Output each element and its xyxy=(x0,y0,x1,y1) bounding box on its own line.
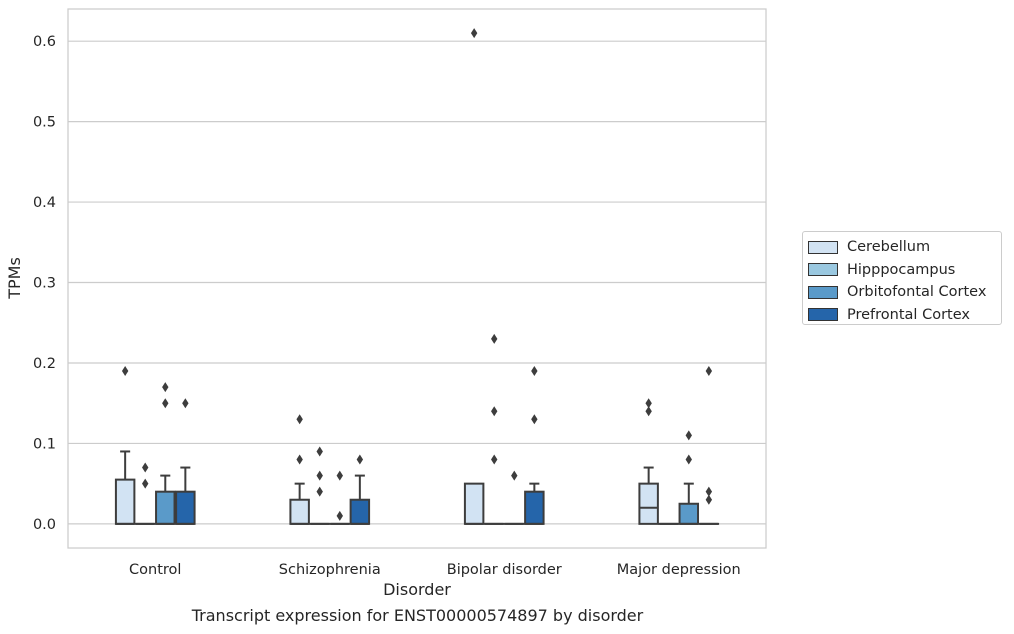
box xyxy=(175,490,196,525)
legend-swatch xyxy=(808,285,838,299)
box xyxy=(349,498,371,525)
outlier-point xyxy=(491,333,498,344)
y-axis-ticks: 0.0 0.1 0.2 0.3 0.4 0.5 0.6 xyxy=(33,34,56,533)
legend-label: Hipppocampus xyxy=(847,261,956,278)
outlier-point xyxy=(645,406,652,417)
outlier-point xyxy=(705,366,713,377)
outlier-points xyxy=(121,28,713,521)
x-tick-label: Control xyxy=(129,562,181,578)
box-series xyxy=(114,450,720,525)
outlier-point xyxy=(491,406,498,417)
x-tick-label: Schizophrenia xyxy=(279,562,381,578)
outlier-point xyxy=(162,398,169,409)
box-cerebellum xyxy=(114,450,136,525)
outlier-point xyxy=(182,398,189,409)
box xyxy=(524,490,545,525)
outlier-point xyxy=(142,462,149,473)
box-cerebellum xyxy=(638,466,659,525)
outlier-point xyxy=(316,470,323,481)
box xyxy=(289,498,310,525)
outlier-point xyxy=(705,494,713,505)
outlier-point xyxy=(162,382,169,393)
outlier-point xyxy=(645,398,652,409)
legend-label: Cerebellum xyxy=(847,239,931,256)
x-tick-label: Major depression xyxy=(617,562,741,578)
box-orbitofontal-cortex xyxy=(678,482,700,525)
outlier-point xyxy=(685,454,692,465)
outlier-point xyxy=(316,486,323,497)
outlier-point xyxy=(121,366,129,377)
legend-label: Orbitofontal Cortex xyxy=(847,284,987,301)
y-tick-label: 0.1 xyxy=(33,436,56,452)
legend-swatch xyxy=(808,240,838,254)
outlier-point xyxy=(356,454,364,465)
legend-item: Orbitofontal Cortex xyxy=(808,281,1001,304)
legend-item: Hipppocampus xyxy=(808,259,1001,282)
outlier-point xyxy=(685,430,692,441)
outlier-point xyxy=(336,510,343,521)
legend-item: Cerebellum xyxy=(808,236,1001,259)
legend-swatch xyxy=(808,308,838,322)
box-cerebellum xyxy=(289,482,310,525)
box xyxy=(114,478,136,525)
outlier-point xyxy=(336,470,343,481)
y-tick-label: 0.5 xyxy=(33,115,56,131)
legend-label: Prefrontal Cortex xyxy=(847,306,970,323)
y-tick-label: 0.2 xyxy=(33,356,56,372)
box xyxy=(678,502,700,525)
y-tick-label: 0.6 xyxy=(33,34,56,50)
box xyxy=(155,490,176,525)
outlier-point xyxy=(470,28,478,39)
outlier-point xyxy=(142,478,149,489)
box-prefrontal-cortex xyxy=(524,482,545,525)
box xyxy=(638,482,659,525)
box-prefrontal-cortex xyxy=(175,466,196,525)
x-axis-label: Disorder xyxy=(383,580,451,599)
outlier-point xyxy=(531,414,538,425)
outlier-point xyxy=(705,486,713,497)
outlier-point xyxy=(511,470,518,481)
plot-area-frame xyxy=(67,8,767,549)
box-orbitofontal-cortex xyxy=(155,474,176,525)
gridlines xyxy=(68,40,766,525)
figure-caption: Transcript expression for ENST0000057489… xyxy=(191,606,644,625)
legend: Cerebellum Hipppocampus Orbitofontal Corte… xyxy=(802,231,1002,325)
box xyxy=(463,482,485,525)
y-axis-label: TPMs xyxy=(5,257,24,300)
legend-item: Prefrontal Cortex xyxy=(808,304,1001,327)
legend-swatch xyxy=(808,263,838,277)
outlier-point xyxy=(316,446,323,457)
y-tick-label: 0.3 xyxy=(33,276,56,292)
x-tick-label: Bipolar disorder xyxy=(447,562,562,578)
outlier-point xyxy=(296,454,303,465)
outlier-point xyxy=(531,366,538,377)
y-tick-label: 0.0 xyxy=(33,517,56,533)
box-cerebellum xyxy=(463,482,485,525)
box-prefrontal-cortex xyxy=(349,474,371,525)
outlier-point xyxy=(491,454,498,465)
x-axis-ticks: Control Schizophrenia Bipolar disorder Majo… xyxy=(129,562,741,578)
outlier-point xyxy=(296,414,303,425)
y-tick-label: 0.4 xyxy=(33,195,56,211)
